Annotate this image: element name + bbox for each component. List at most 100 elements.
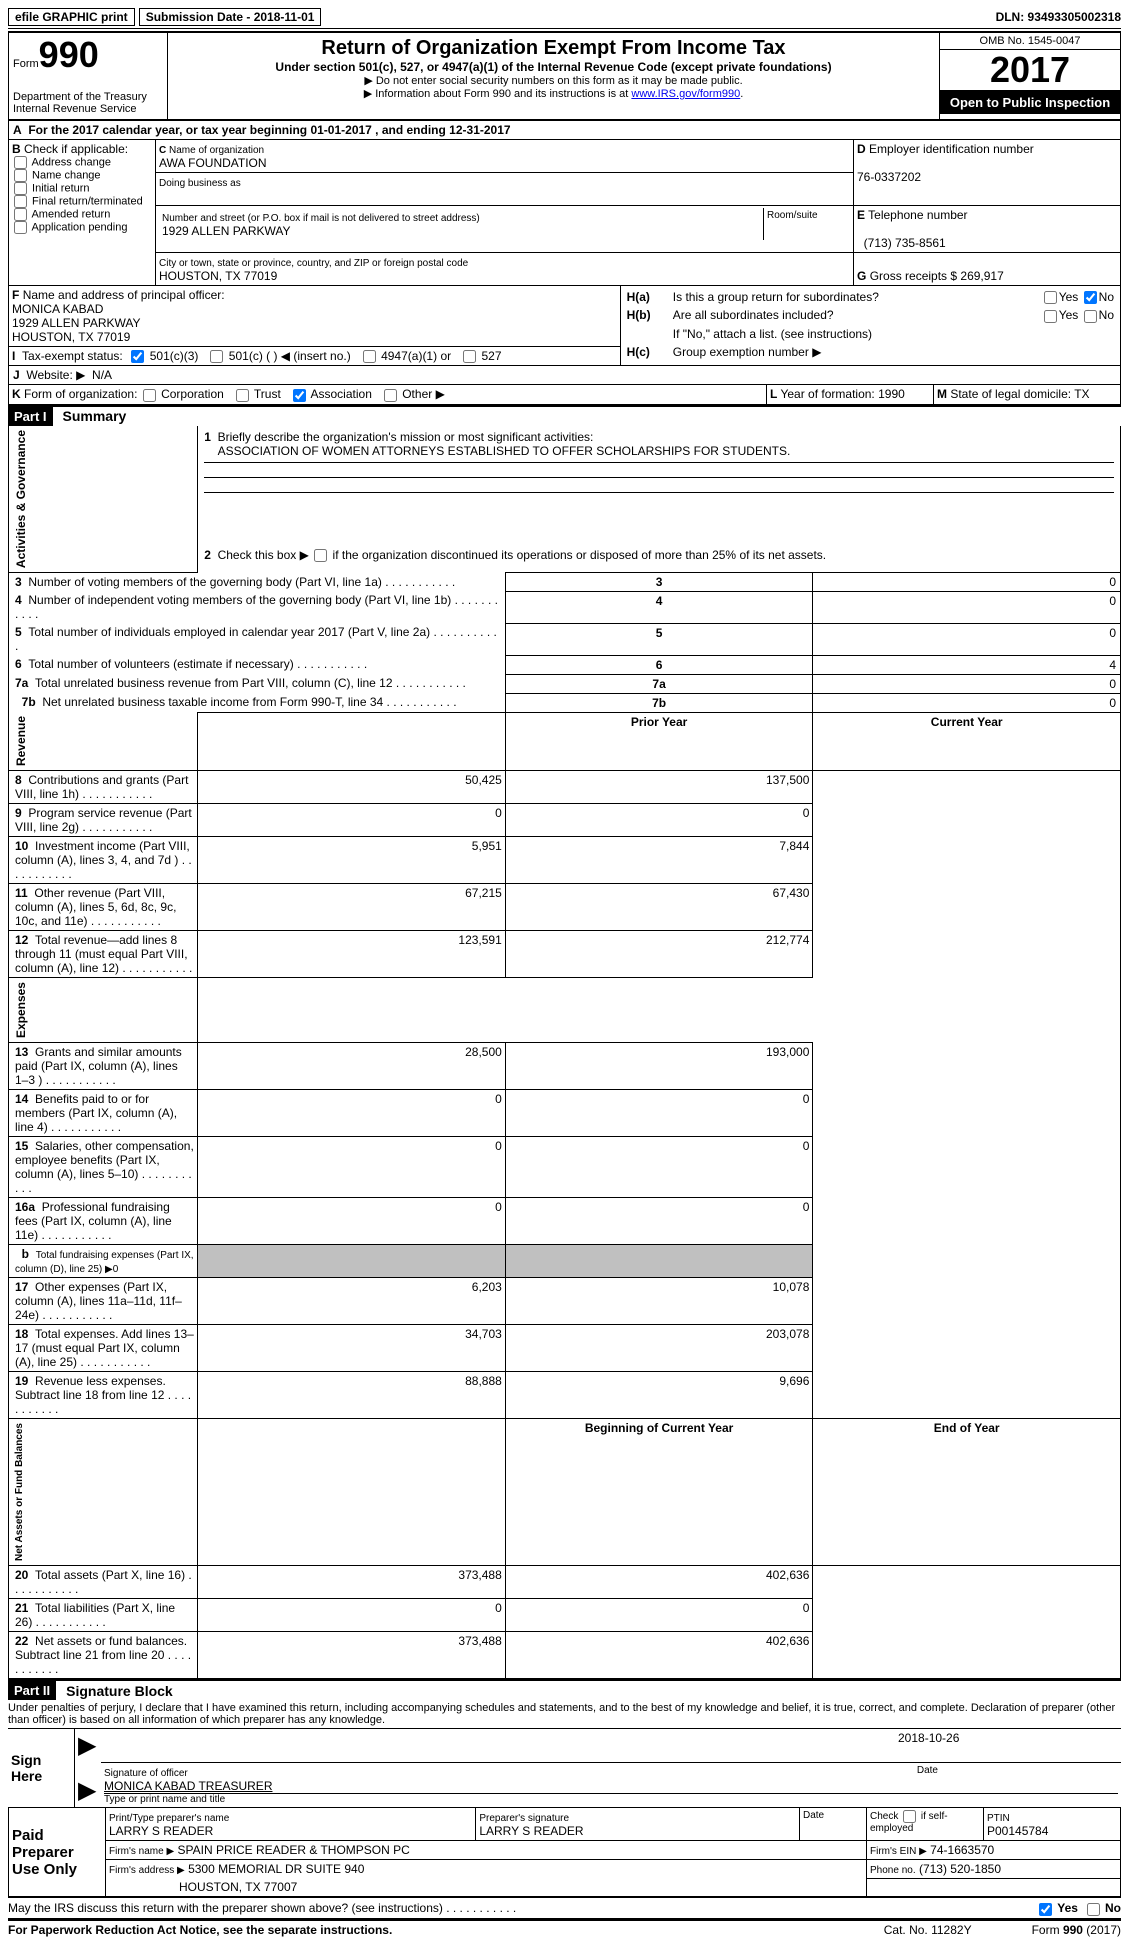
firm-ein-label: Firm's EIN ▶	[870, 1846, 927, 1857]
preparer-name: LARRY S READER	[109, 1824, 213, 1838]
note-info: ▶ Information about Form 990 and its ins…	[172, 87, 935, 100]
formorg-association-checkbox[interactable]	[293, 389, 306, 402]
hb-yes-checkbox[interactable]	[1044, 310, 1057, 323]
efile-button[interactable]: efile GRAPHIC print	[8, 8, 135, 26]
firm-name-label: Firm's name ▶	[109, 1846, 174, 1857]
line17-py: 6,203	[198, 1278, 506, 1325]
part1-title: Summary	[63, 408, 127, 424]
line16a-cy: 0	[505, 1198, 813, 1245]
paperwork-notice: For Paperwork Reduction Act Notice, see …	[8, 1923, 392, 1937]
website-value: N/A	[92, 368, 112, 382]
officer-addr1: 1929 ALLEN PARKWAY	[12, 316, 141, 330]
line1-value: ASSOCIATION OF WOMEN ATTORNEYS ESTABLISH…	[218, 444, 791, 458]
ptin-label: PTIN	[987, 1813, 1010, 1824]
check-final-return-terminated[interactable]	[14, 195, 27, 208]
line14-cy: 0	[505, 1090, 813, 1137]
hb-label: Are all subordinates included?	[670, 306, 997, 324]
line15-py: 0	[198, 1137, 506, 1198]
hb-note: If "No," attach a list. (see instruction…	[670, 325, 1117, 343]
city-value: HOUSTON, TX 77019	[159, 269, 277, 283]
org-name: AWA FOUNDATION	[159, 156, 267, 170]
irs-label: Internal Revenue Service	[13, 103, 163, 115]
formorg-trust-checkbox[interactable]	[236, 389, 249, 402]
officer-name-title: MONICA KABAD TREASURER	[104, 1779, 272, 1793]
tax-exempt-label: Tax-exempt status:	[22, 349, 123, 363]
preparer-sig: LARRY S READER	[479, 1824, 583, 1838]
527-checkbox[interactable]	[463, 350, 476, 363]
submission-date: Submission Date - 2018-11-01	[139, 8, 322, 26]
open-to-public: Open to Public Inspection	[940, 91, 1120, 114]
line13-cy: 193,000	[505, 1043, 813, 1090]
discuss-yes-checkbox[interactable]	[1039, 1903, 1052, 1916]
dept-treasury: Department of the Treasury	[13, 91, 163, 103]
form-org-label: Form of organization:	[24, 387, 137, 401]
line20-cy: 402,636	[505, 1566, 813, 1599]
paid-preparer-label: Paid Preparer Use Only	[9, 1807, 106, 1897]
side-label-expenses: Expenses	[12, 980, 30, 1040]
line11-cy: 67,430	[505, 884, 813, 931]
year-formation-label: Year of formation:	[780, 387, 874, 401]
irs-link[interactable]: www.IRS.gov/form990	[631, 88, 740, 100]
firm-ein: 74-1663570	[930, 1843, 994, 1857]
line12-py: 123,591	[198, 931, 506, 978]
line2-checkbox[interactable]	[314, 549, 327, 562]
formorg-corporation-checkbox[interactable]	[143, 389, 156, 402]
self-employed-checkbox[interactable]	[903, 1810, 916, 1823]
form-label: Form	[13, 58, 39, 70]
sig-date: 2018-10-26	[898, 1731, 959, 1745]
formorg-other--checkbox[interactable]	[384, 389, 397, 402]
form-number: 990	[39, 34, 99, 75]
firm-addr-label: Firm's address ▶	[109, 1865, 185, 1876]
lineb-py	[198, 1245, 506, 1278]
501c3-checkbox[interactable]	[131, 350, 144, 363]
col-current-year: Current Year	[813, 712, 1121, 771]
officer-name: MONICA KABAD	[12, 302, 103, 316]
501c-checkbox[interactable]	[210, 350, 223, 363]
line20-py: 373,488	[198, 1566, 506, 1599]
officer-addr2: HOUSTON, TX 77019	[12, 330, 130, 344]
line21-cy: 0	[505, 1599, 813, 1632]
line7a-num: 7a	[505, 674, 813, 693]
check-application-pending[interactable]	[14, 221, 27, 234]
sign-here-label: Sign Here	[8, 1729, 75, 1807]
line15-cy: 0	[505, 1137, 813, 1198]
line9-cy: 0	[505, 804, 813, 837]
col-prior-year: Prior Year	[505, 712, 813, 771]
form-subtitle: Under section 501(c), 527, or 4947(a)(1)…	[172, 60, 935, 74]
line10-cy: 7,844	[505, 837, 813, 884]
ha-yes-checkbox[interactable]	[1044, 291, 1057, 304]
top-bar: efile GRAPHIC print Submission Date - 20…	[8, 8, 1121, 29]
discuss-label: May the IRS discuss this return with the…	[8, 1901, 443, 1915]
line9-py: 0	[198, 804, 506, 837]
line18-cy: 203,078	[505, 1325, 813, 1372]
addr-label: Number and street (or P.O. box if mail i…	[162, 213, 480, 224]
section-a: A For the 2017 calendar year, or tax yea…	[8, 120, 1121, 139]
discuss-no-checkbox[interactable]	[1087, 1903, 1100, 1916]
date-label: Date	[917, 1765, 938, 1776]
4947-checkbox[interactable]	[363, 350, 376, 363]
state-domicile-label: State of legal domicile:	[950, 387, 1071, 401]
line8-py: 50,425	[198, 771, 506, 804]
line6-val: 4	[813, 655, 1121, 674]
line21-py: 0	[198, 1599, 506, 1632]
part1-header: Part I	[8, 407, 53, 426]
name-title-label: Type or print name and title	[104, 1793, 1118, 1805]
line18-py: 34,703	[198, 1325, 506, 1372]
officer-label: Name and address of principal officer:	[23, 288, 225, 302]
lineb-cy	[505, 1245, 813, 1278]
ha-no-checkbox[interactable]	[1084, 291, 1097, 304]
hb-no-checkbox[interactable]	[1084, 310, 1097, 323]
line13-py: 28,500	[198, 1043, 506, 1090]
firm-phone: (713) 520-1850	[919, 1862, 1001, 1876]
check-address-change[interactable]	[14, 156, 27, 169]
street-address: 1929 ALLEN PARKWAY	[162, 224, 291, 238]
tax-year: 2017	[940, 50, 1120, 91]
phone-label: Telephone number	[868, 208, 967, 222]
check-name-change[interactable]	[14, 169, 27, 182]
line16a-py: 0	[198, 1198, 506, 1245]
sig-officer-label: Signature of officer	[104, 1768, 188, 1779]
line4-val: 0	[813, 591, 1121, 623]
check-amended-return[interactable]	[14, 208, 27, 221]
check-initial-return[interactable]	[14, 182, 27, 195]
line12-cy: 212,774	[505, 931, 813, 978]
